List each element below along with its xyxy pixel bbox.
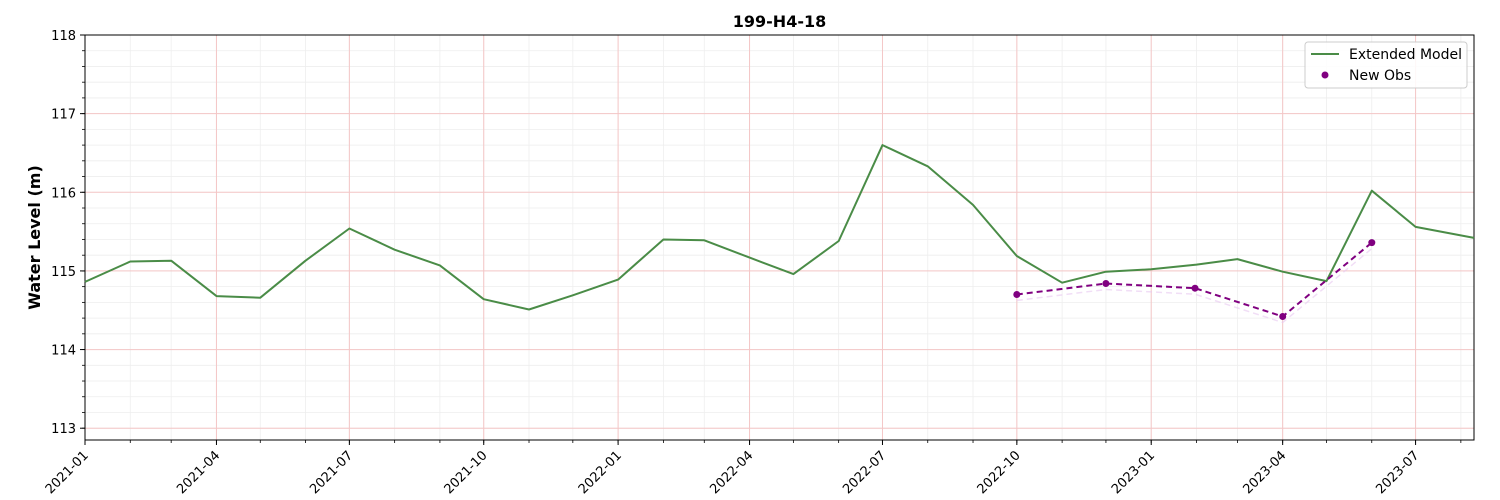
obs-point xyxy=(1102,280,1110,287)
legend-model-label: Extended Model xyxy=(1349,47,1462,63)
x-tick-label: 2022-01 xyxy=(576,448,625,497)
chart-title: 199-H4-18 xyxy=(733,12,826,31)
x-tick-label: 2022-04 xyxy=(707,448,756,497)
x-tick-label: 2021-01 xyxy=(43,448,92,497)
legend: Extended Model New Obs xyxy=(1304,41,1468,89)
major-grid xyxy=(84,34,1474,440)
x-tick-label: 2021-10 xyxy=(442,448,491,497)
y-axis-label: Water Level (m) xyxy=(25,165,44,310)
y-tick-label: 115 xyxy=(51,265,76,280)
x-tick-label: 2022-10 xyxy=(975,448,1024,497)
y-tick-label: 118 xyxy=(51,29,76,44)
x-tick-label: 2023-04 xyxy=(1240,448,1289,497)
series-layer xyxy=(84,144,1475,324)
x-axis: 2021-01 2021-04 2021-07 2021-10 2022-01 2022-… xyxy=(43,440,1462,497)
obs-point xyxy=(1191,284,1199,292)
obs-point xyxy=(1368,239,1376,247)
x-tick-label: 2023-07 xyxy=(1373,448,1422,497)
y-tick-label: 116 xyxy=(51,186,76,201)
series-line-extended-model xyxy=(84,144,1475,311)
y-tick-label: 113 xyxy=(51,422,76,437)
x-tick-label: 2021-04 xyxy=(174,448,223,497)
obs-point xyxy=(1279,313,1287,320)
y-tick-label: 117 xyxy=(51,108,76,123)
x-tick-label: 2021-07 xyxy=(307,448,356,497)
plot-area-frame xyxy=(84,34,1475,441)
legend-box xyxy=(1304,41,1468,89)
legend-obs-label: New Obs xyxy=(1349,68,1411,84)
legend-obs-swatch xyxy=(1321,71,1329,79)
x-tick-label: 2023-01 xyxy=(1109,448,1158,497)
obs-point xyxy=(1013,291,1021,298)
y-axis: 113 114 115 116 117 118 xyxy=(51,29,85,437)
minor-grid xyxy=(84,34,1474,440)
y-tick-label: 114 xyxy=(51,344,76,359)
x-tick-label: 2022-07 xyxy=(840,448,889,497)
